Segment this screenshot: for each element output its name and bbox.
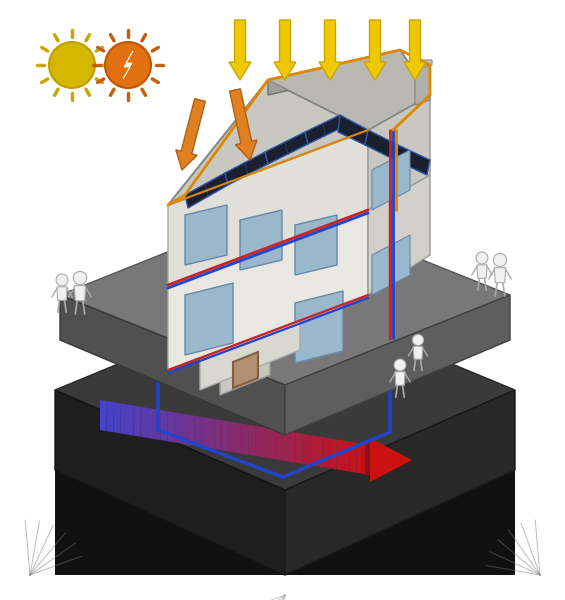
Polygon shape xyxy=(60,205,510,385)
FancyArrow shape xyxy=(176,98,205,170)
Polygon shape xyxy=(154,409,161,440)
Polygon shape xyxy=(350,442,357,473)
Polygon shape xyxy=(316,436,323,467)
Polygon shape xyxy=(395,372,405,385)
Polygon shape xyxy=(323,437,329,468)
Polygon shape xyxy=(185,205,227,265)
Polygon shape xyxy=(477,265,487,278)
Polygon shape xyxy=(240,210,282,270)
Polygon shape xyxy=(363,444,370,475)
Circle shape xyxy=(394,359,406,371)
Polygon shape xyxy=(255,426,262,457)
Polygon shape xyxy=(75,286,86,301)
Polygon shape xyxy=(220,340,270,395)
Polygon shape xyxy=(114,402,120,433)
Circle shape xyxy=(49,42,95,88)
Polygon shape xyxy=(201,417,208,448)
Polygon shape xyxy=(329,438,336,469)
FancyArrow shape xyxy=(229,20,251,80)
Circle shape xyxy=(493,253,507,266)
Polygon shape xyxy=(123,51,133,79)
Polygon shape xyxy=(336,439,343,470)
Polygon shape xyxy=(368,95,430,210)
Polygon shape xyxy=(242,424,249,455)
Polygon shape xyxy=(368,175,430,295)
Polygon shape xyxy=(168,210,368,370)
Polygon shape xyxy=(174,412,181,443)
Polygon shape xyxy=(134,406,141,437)
Polygon shape xyxy=(305,115,343,144)
Polygon shape xyxy=(372,150,410,210)
Polygon shape xyxy=(268,50,400,95)
Polygon shape xyxy=(268,50,430,130)
Polygon shape xyxy=(309,435,316,466)
Polygon shape xyxy=(285,390,515,575)
FancyArrow shape xyxy=(319,20,341,80)
Polygon shape xyxy=(221,420,228,451)
Polygon shape xyxy=(55,295,515,490)
Polygon shape xyxy=(147,408,154,439)
Polygon shape xyxy=(269,428,276,459)
Polygon shape xyxy=(249,425,255,456)
Polygon shape xyxy=(168,130,368,285)
Polygon shape xyxy=(235,422,242,454)
Polygon shape xyxy=(167,411,174,442)
Polygon shape xyxy=(370,438,412,482)
FancyArrow shape xyxy=(229,89,257,160)
Polygon shape xyxy=(295,291,343,363)
Polygon shape xyxy=(228,421,235,452)
Polygon shape xyxy=(141,407,147,438)
Polygon shape xyxy=(185,283,233,355)
Polygon shape xyxy=(413,60,432,65)
Polygon shape xyxy=(208,418,215,449)
Polygon shape xyxy=(233,352,258,388)
Polygon shape xyxy=(107,401,114,432)
Circle shape xyxy=(105,42,151,88)
Polygon shape xyxy=(295,433,302,464)
Polygon shape xyxy=(365,445,370,475)
Polygon shape xyxy=(188,415,194,446)
Polygon shape xyxy=(55,390,285,575)
Polygon shape xyxy=(161,410,167,441)
Polygon shape xyxy=(168,80,368,205)
Polygon shape xyxy=(265,132,308,164)
Polygon shape xyxy=(289,431,295,463)
Polygon shape xyxy=(276,429,282,460)
Polygon shape xyxy=(120,403,127,434)
Polygon shape xyxy=(285,470,515,575)
Polygon shape xyxy=(365,130,398,160)
Polygon shape xyxy=(185,173,228,208)
Polygon shape xyxy=(100,400,107,431)
Polygon shape xyxy=(262,427,269,458)
Polygon shape xyxy=(127,404,134,436)
Polygon shape xyxy=(55,470,285,575)
Circle shape xyxy=(412,334,424,346)
Polygon shape xyxy=(200,320,300,390)
FancyArrow shape xyxy=(404,20,426,80)
Circle shape xyxy=(476,252,488,264)
Polygon shape xyxy=(343,440,350,472)
Polygon shape xyxy=(338,115,368,145)
Polygon shape xyxy=(268,50,430,130)
Polygon shape xyxy=(494,268,506,283)
Polygon shape xyxy=(282,430,289,461)
Polygon shape xyxy=(357,443,363,474)
Polygon shape xyxy=(181,413,188,445)
Polygon shape xyxy=(194,416,201,447)
Polygon shape xyxy=(413,346,423,359)
Circle shape xyxy=(73,271,86,284)
Polygon shape xyxy=(285,295,510,435)
FancyArrow shape xyxy=(364,20,386,80)
FancyArrow shape xyxy=(274,20,296,80)
Polygon shape xyxy=(57,287,67,301)
Polygon shape xyxy=(302,434,309,465)
Polygon shape xyxy=(60,295,285,435)
Circle shape xyxy=(56,274,68,286)
Polygon shape xyxy=(215,419,221,450)
Polygon shape xyxy=(295,215,337,275)
Polygon shape xyxy=(395,145,430,175)
Polygon shape xyxy=(372,235,410,295)
Polygon shape xyxy=(415,65,430,105)
Polygon shape xyxy=(225,152,268,185)
